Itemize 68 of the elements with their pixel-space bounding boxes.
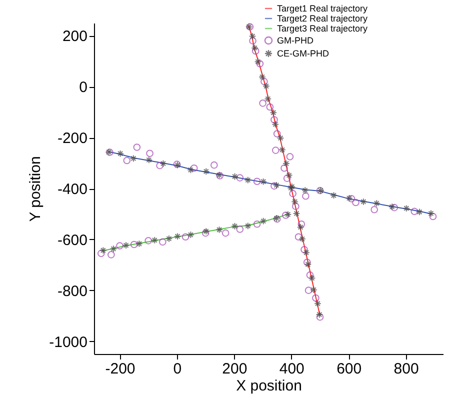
x-tick-label: 600 — [336, 360, 362, 378]
x-tick-label: 800 — [394, 360, 419, 378]
point — [133, 144, 141, 151]
point — [260, 78, 268, 86]
y-tick-label: -200 — [57, 130, 88, 148]
point — [298, 220, 306, 228]
y-tick-label: -800 — [57, 282, 88, 300]
legend-label: Target3 Real trajectory — [277, 24, 368, 34]
point — [97, 250, 105, 258]
point — [348, 195, 356, 202]
point — [222, 229, 230, 237]
x-tick-label: 200 — [222, 360, 248, 378]
point — [123, 156, 131, 164]
y-axis-title: Y position — [27, 156, 44, 222]
y-tick-label: 0 — [79, 79, 88, 96]
point — [304, 286, 312, 294]
point — [116, 242, 124, 250]
point — [286, 153, 294, 160]
point — [182, 233, 190, 241]
y-tick-label: 200 — [62, 28, 88, 46]
point — [272, 146, 280, 154]
point — [236, 174, 244, 182]
legend-label: GM-PHD — [277, 36, 314, 46]
x-tick-label: 0 — [173, 360, 182, 378]
point — [266, 103, 274, 111]
point — [306, 271, 314, 279]
point — [144, 237, 152, 244]
point — [236, 226, 244, 233]
point — [253, 220, 261, 228]
x-axis-title: X position — [236, 378, 302, 394]
legend-label: Target2 Real trajectory — [277, 14, 368, 24]
point — [429, 212, 437, 220]
point — [253, 178, 261, 186]
point — [283, 174, 291, 182]
x-tick-label: -200 — [105, 360, 136, 378]
point — [270, 116, 278, 124]
point — [249, 37, 256, 44]
point — [146, 150, 154, 158]
legend-label: Target1 Real trajectory — [277, 4, 368, 14]
point — [270, 182, 278, 190]
point — [252, 47, 260, 55]
point — [300, 246, 308, 254]
y-tick-label: -600 — [57, 232, 88, 249]
point — [280, 164, 288, 172]
point — [273, 130, 281, 138]
point — [292, 202, 300, 210]
point — [303, 258, 311, 266]
point — [390, 204, 398, 212]
point — [190, 164, 198, 172]
legend-label: CE-GM-PHD — [277, 48, 330, 58]
point — [210, 161, 218, 169]
point — [158, 238, 166, 246]
point — [259, 100, 266, 107]
y-tick-label: -1000 — [49, 334, 88, 351]
y-tick-label: -400 — [57, 181, 88, 198]
point — [410, 208, 418, 216]
point — [316, 313, 324, 321]
point — [289, 190, 296, 198]
point — [302, 192, 310, 200]
point — [156, 162, 164, 170]
point — [108, 251, 115, 258]
point — [352, 198, 360, 206]
x-tick-label: 400 — [279, 360, 304, 378]
point — [370, 206, 378, 214]
point — [294, 233, 302, 241]
point — [282, 212, 290, 219]
point — [130, 240, 138, 248]
point — [312, 294, 320, 302]
